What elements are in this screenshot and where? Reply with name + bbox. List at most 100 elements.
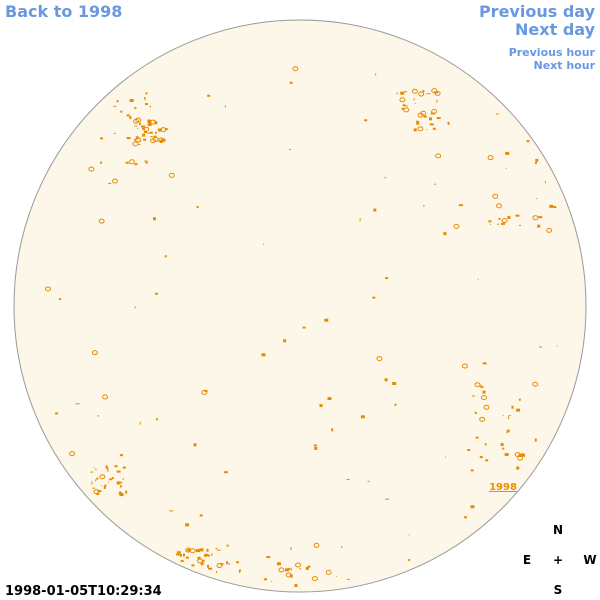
feature <box>411 88 418 94</box>
feature <box>536 198 538 200</box>
feature <box>534 162 537 165</box>
feature <box>176 551 181 554</box>
feature <box>429 123 434 126</box>
back-link[interactable]: Back to 1998 <box>5 2 122 21</box>
feature <box>474 382 481 388</box>
feature <box>216 549 221 551</box>
feature <box>474 411 477 414</box>
feature <box>492 193 499 199</box>
feature <box>423 115 427 118</box>
feature <box>507 215 511 219</box>
feature <box>90 471 94 473</box>
feature <box>119 454 123 457</box>
previous-day-link[interactable]: Previous day <box>479 2 596 21</box>
feature <box>156 418 159 421</box>
feature <box>134 138 137 141</box>
feature <box>150 138 157 144</box>
feature <box>295 562 302 568</box>
feature <box>113 105 117 107</box>
feature <box>134 306 136 309</box>
feature <box>107 468 109 472</box>
feature <box>119 493 124 497</box>
feature <box>120 485 123 488</box>
feature <box>199 514 203 517</box>
feature <box>495 113 499 115</box>
feature <box>518 454 521 457</box>
feature <box>416 120 420 122</box>
feature <box>149 131 153 134</box>
feature <box>526 140 530 143</box>
timestamp: 1998-01-05T10:29:34 <box>5 584 162 599</box>
feature <box>505 167 507 169</box>
feature <box>169 510 174 512</box>
feature <box>314 446 318 450</box>
feature <box>191 564 195 567</box>
feature <box>482 362 487 365</box>
feature <box>482 390 486 394</box>
feature <box>341 545 343 548</box>
feature <box>263 578 267 581</box>
feature <box>346 578 350 580</box>
feature <box>69 451 76 457</box>
next-day-link[interactable]: Next day <box>515 20 596 39</box>
feature <box>154 292 158 295</box>
feature <box>373 208 377 212</box>
feature <box>479 416 486 422</box>
feature <box>506 431 510 433</box>
feature <box>95 468 97 471</box>
feature <box>188 548 191 551</box>
next-hour-link[interactable]: Next hour <box>534 59 596 72</box>
feature <box>519 453 523 457</box>
feature <box>201 559 205 562</box>
previous-hour-link[interactable]: Previous hour <box>509 46 596 59</box>
feature <box>176 553 181 556</box>
feature <box>116 100 119 103</box>
compass-north: N <box>553 523 563 537</box>
feature <box>484 443 487 446</box>
feature <box>496 203 503 209</box>
feature <box>145 92 148 95</box>
feature <box>325 569 332 575</box>
feature <box>422 90 425 93</box>
compass-west: W <box>583 553 596 567</box>
region-link[interactable]: 1998 <box>489 482 517 493</box>
feature <box>153 135 157 138</box>
feature <box>285 572 292 578</box>
feature <box>179 553 182 557</box>
feature <box>91 481 93 485</box>
feature <box>480 385 484 388</box>
feature <box>408 558 411 561</box>
feature <box>206 548 209 552</box>
feature <box>430 112 435 115</box>
feature <box>433 91 438 94</box>
feature <box>132 141 139 147</box>
feature <box>195 549 200 553</box>
feature <box>75 403 80 405</box>
feature <box>485 459 489 462</box>
feature <box>97 415 100 417</box>
feature <box>470 505 475 509</box>
feature <box>537 224 541 228</box>
feature <box>505 151 510 155</box>
feature <box>105 465 108 469</box>
feature <box>143 96 145 99</box>
feature <box>142 127 146 130</box>
feature <box>447 121 450 125</box>
feature <box>375 73 377 76</box>
feature <box>289 149 292 151</box>
feature <box>58 298 61 301</box>
feature <box>93 466 95 468</box>
feature <box>294 584 298 588</box>
feature <box>313 444 317 447</box>
feature <box>302 326 306 329</box>
feature <box>114 465 118 468</box>
feature <box>500 222 505 225</box>
solar-disk <box>13 19 587 593</box>
feature <box>149 105 151 108</box>
feature <box>384 177 387 179</box>
feature <box>384 378 388 382</box>
feature <box>226 561 229 565</box>
feature <box>135 136 139 140</box>
feature <box>204 389 208 392</box>
feature <box>116 481 121 485</box>
